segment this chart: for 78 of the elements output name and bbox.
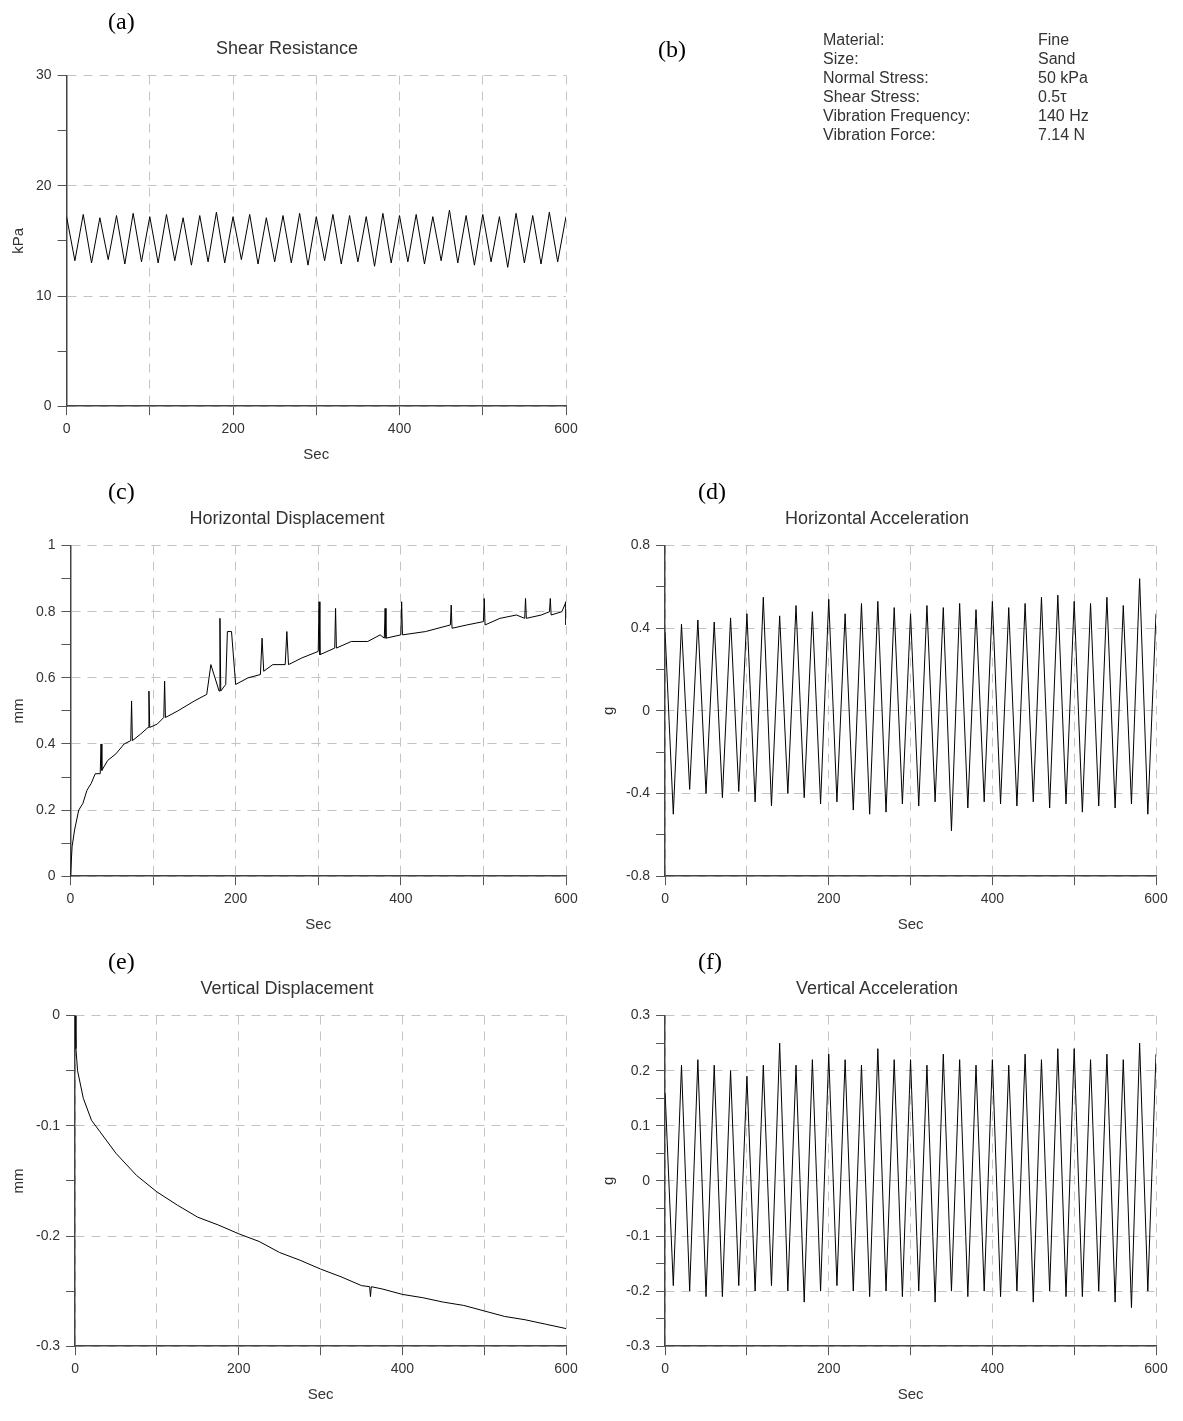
x-tick-label: 0 [661,890,670,907]
text: (f) [698,948,722,975]
text: Size: [823,49,860,68]
y-axis-title: mm [9,1168,27,1194]
x-tick-label: 400 [980,890,1005,907]
y-axis-title: kPa [9,227,27,254]
y-tick-label: 10 [35,286,52,303]
y-tick-label: -0.1 [626,1226,651,1243]
x-tick-label: 200 [817,1360,841,1377]
y-tick-label: 0.3 [630,1006,651,1023]
y-tick-label: 0 [642,1171,651,1188]
y-tick-label: 0.8 [35,602,56,619]
y-tick-label: 0.2 [35,800,56,817]
text: (e) [108,948,135,975]
y-tick-label: 1 [47,536,56,553]
text: (a) [108,8,135,35]
x-axis-title: Sec [305,915,332,933]
x-axis-title: Sec [897,915,924,933]
text: (c) [108,478,135,505]
text: Material: [823,30,886,49]
x-tick-label: 200 [227,1360,251,1377]
text: (b) [658,36,686,63]
y-tick-label: 0.4 [630,619,651,636]
x-tick-label: 0 [71,1360,80,1377]
y-tick-label: 0.2 [630,1061,651,1078]
y-tick-label: -0.1 [36,1116,61,1133]
y-tick-label: -0.3 [626,1337,651,1354]
x-tick-label: 200 [223,890,248,907]
x-tick-label: 0 [661,1360,670,1377]
x-axis-title: Sec [303,445,330,463]
chart-title: Horizontal Acceleration [784,507,970,528]
chart-title: Horizontal Displacement [189,507,385,528]
x-tick-label: 600 [554,420,578,437]
chart-title: Shear Resistance [215,37,359,58]
x-tick-label: 600 [554,1360,578,1377]
y-tick-label: 30 [35,66,52,83]
y-tick-label: 0.1 [630,1116,651,1133]
x-tick-label: 0 [66,890,75,907]
text: 140 Hz [1038,106,1089,125]
text: 7.14 N [1038,125,1086,144]
y-axis-title: g [599,1176,617,1186]
text: Vibration Force: [823,125,937,144]
y-tick-label: 0.8 [630,536,651,553]
text: (d) [698,478,726,505]
text: Fine [1038,30,1070,49]
chart-title: Vertical Acceleration [795,977,959,998]
y-tick-label: -0.2 [36,1226,61,1243]
text: 50 kPa [1038,68,1088,87]
x-tick-label: 200 [817,890,841,907]
y-tick-label: -0.2 [626,1281,651,1298]
x-tick-label: 400 [387,420,412,437]
y-tick-label: -0.3 [36,1337,61,1354]
x-axis-title: Sec [897,1385,924,1403]
x-tick-label: 200 [221,420,245,437]
y-tick-label: 0 [52,1006,61,1023]
y-axis-title: mm [9,698,27,724]
y-tick-label: 0.6 [35,668,56,685]
x-tick-label: 400 [390,1360,415,1377]
text: Shear Stress: [823,87,921,106]
x-axis-title: Sec [307,1385,334,1403]
x-tick-label: 400 [980,1360,1005,1377]
y-tick-label: 0.4 [35,734,56,751]
x-tick-label: 400 [389,890,413,907]
x-tick-label: 600 [1144,1360,1168,1377]
y-tick-label: 20 [35,176,52,193]
y-axis-title: g [599,706,617,716]
text: Sand [1038,49,1076,68]
text: 0.5τ [1038,87,1067,106]
text: Normal Stress: [823,68,930,87]
x-tick-label: 600 [554,890,578,907]
text: Vibration Frequency: [823,106,972,125]
y-tick-label: 0 [43,397,52,414]
chart-title: Vertical Displacement [200,977,374,998]
y-tick-label: 0 [642,701,651,718]
y-tick-label: 0 [47,867,56,884]
x-tick-label: 600 [1144,890,1168,907]
y-tick-label: -0.8 [626,867,651,884]
y-tick-label: -0.4 [626,784,651,801]
